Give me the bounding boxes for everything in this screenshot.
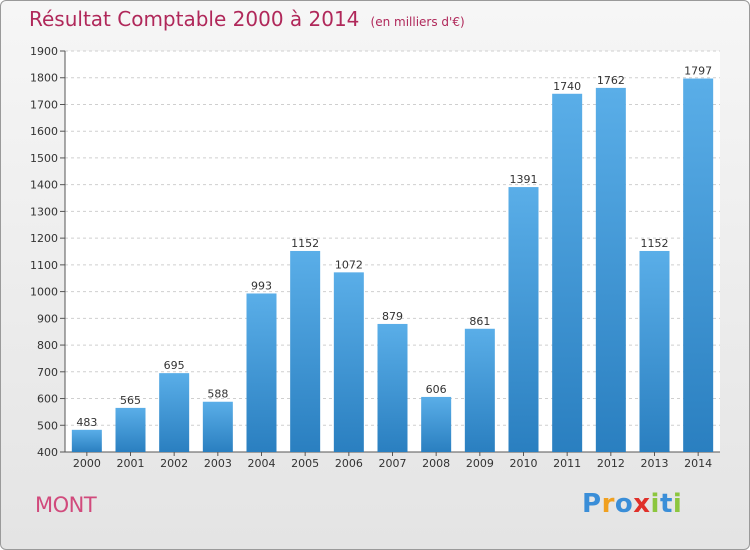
x-tick-label: 2011	[553, 457, 581, 470]
y-tick-label: 500	[37, 419, 58, 432]
bar	[333, 272, 364, 452]
y-tick-label: 1800	[30, 72, 58, 85]
y-tick-label: 1200	[30, 232, 58, 245]
data-label: 483	[76, 416, 97, 429]
logo-letter: o	[614, 489, 634, 519]
y-tick-label: 1300	[30, 205, 58, 218]
data-label: 1391	[510, 173, 538, 186]
y-tick-label: 1100	[30, 259, 58, 272]
y-tick-label: 1400	[30, 179, 58, 192]
data-label: 1740	[553, 80, 581, 93]
logo-letter: i	[672, 489, 683, 519]
bar	[508, 187, 539, 452]
y-tick-label: 900	[37, 312, 58, 325]
x-tick-label: 2004	[248, 457, 276, 470]
chart-title: Résultat Comptable 2000 à 2014	[29, 7, 360, 31]
bar	[552, 93, 583, 453]
data-label: 1072	[335, 258, 363, 271]
bar	[421, 396, 452, 452]
x-tick-label: 2007	[379, 457, 407, 470]
y-tick-label: 800	[37, 339, 58, 352]
y-tick-label: 1500	[30, 152, 58, 165]
city-name: MONT	[35, 493, 97, 517]
bar	[71, 429, 102, 452]
x-tick-label: 2008	[422, 457, 450, 470]
bar	[290, 250, 321, 452]
data-label: 588	[207, 388, 228, 401]
y-tick-label: 400	[37, 446, 58, 459]
y-tick-label: 700	[37, 366, 58, 379]
x-tick-label: 2014	[684, 457, 712, 470]
data-label: 1797	[684, 65, 712, 78]
y-tick-label: 1900	[30, 45, 58, 58]
x-tick-label: 2006	[335, 457, 363, 470]
proxiti-logo: Proxiti	[582, 489, 682, 519]
bar	[377, 323, 408, 452]
data-label: 879	[382, 310, 403, 323]
bar	[115, 407, 146, 452]
x-tick-label: 2009	[466, 457, 494, 470]
bar	[202, 401, 233, 452]
logo-letter: t	[659, 489, 673, 519]
logo-letter: x	[633, 489, 651, 519]
chart-title-block: Résultat Comptable 2000 à 2014 (en milli…	[29, 7, 465, 31]
x-tick-label: 2012	[597, 457, 625, 470]
y-tick-label: 1700	[30, 98, 58, 111]
x-tick-label: 2003	[204, 457, 232, 470]
bar	[246, 293, 277, 452]
bar	[639, 250, 670, 452]
data-label: 565	[120, 394, 141, 407]
chart-subtitle: (en milliers d'€)	[370, 15, 465, 29]
data-label: 695	[164, 359, 185, 372]
logo-letter: r	[601, 489, 615, 519]
data-label: 993	[251, 279, 272, 292]
x-tick-label: 2013	[641, 457, 669, 470]
data-label: 606	[426, 383, 447, 396]
x-tick-label: 2005	[291, 457, 319, 470]
y-tick-label: 1000	[30, 286, 58, 299]
y-tick-label: 1600	[30, 125, 58, 138]
bar	[464, 328, 495, 452]
y-tick-label: 600	[37, 393, 58, 406]
x-tick-label: 2001	[117, 457, 145, 470]
data-label: 1152	[291, 237, 319, 250]
x-tick-label: 2000	[73, 457, 101, 470]
bar	[595, 87, 626, 452]
bar	[683, 78, 714, 452]
data-label: 1762	[597, 74, 625, 87]
logo-letter: i	[650, 489, 660, 519]
data-label: 861	[469, 315, 490, 328]
data-label: 1152	[641, 237, 669, 250]
bar	[159, 373, 190, 452]
x-tick-label: 2002	[160, 457, 188, 470]
x-tick-label: 2010	[510, 457, 538, 470]
logo-letter: P	[582, 489, 602, 519]
